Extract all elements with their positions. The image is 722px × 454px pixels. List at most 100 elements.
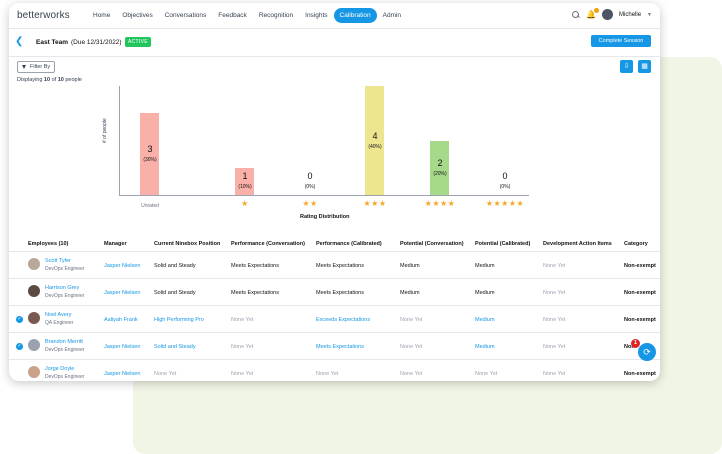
cell-pot-cal: Medium <box>475 317 495 323</box>
check-icon[interactable]: ✓ <box>16 316 23 323</box>
avatar <box>28 285 40 297</box>
employee-name[interactable]: Jorge Doyle <box>45 366 75 372</box>
nav-item-recognition[interactable]: Recognition <box>258 12 294 19</box>
table-row[interactable]: Harrison Grey DevOps Engineer Jasper Niels… <box>9 279 660 306</box>
y-axis <box>119 86 120 196</box>
cell-perf-cal: Meets Expectations <box>316 290 364 296</box>
back-icon[interactable]: ❮ <box>15 36 24 47</box>
employee-name[interactable]: Noel Avery <box>45 312 72 318</box>
display-mid: of <box>51 77 57 83</box>
session-header: ❮ East Team (Due 12/31/2022) ACTIVE Comp… <box>9 29 660 57</box>
display-shown: 10 <box>43 77 51 83</box>
cell-category: Non-exempt <box>624 290 656 296</box>
x-axis <box>119 195 529 196</box>
cell-pot-cal: Medium <box>475 344 495 350</box>
column-header-2[interactable]: Current Ninebox Position <box>154 241 221 247</box>
cell-manager[interactable]: Aaliyah Frank <box>104 317 138 323</box>
nav-item-calibration[interactable]: Calibration <box>333 8 377 23</box>
nav-item-conversations[interactable]: Conversations <box>164 12 207 19</box>
column-header-6[interactable]: Potential (Calibrated) <box>475 241 531 247</box>
nav-item-objectives[interactable]: Objectives <box>122 12 153 19</box>
cell-perf-conv: None Yet <box>231 317 254 323</box>
notification-dot <box>594 8 600 13</box>
cell-perf-cal: None Yet <box>316 371 339 377</box>
column-header-4[interactable]: Performance (Calibrated) <box>316 241 382 247</box>
cell-perf-conv: None Yet <box>231 344 254 350</box>
cell-ninebox: High Performing Pro <box>154 317 204 323</box>
column-header-3[interactable]: Performance (Conversation) <box>231 241 305 247</box>
cell-pot-conv: Medium <box>400 263 420 269</box>
app-window: betterworks Home Objectives Conversations F… <box>9 3 660 381</box>
column-header-0[interactable]: Employees (10) <box>28 241 69 247</box>
avatar[interactable] <box>602 9 614 20</box>
cell-perf-conv: Meets Expectations <box>231 263 279 269</box>
help-chat-button[interactable]: ⟳ <box>638 343 656 361</box>
grid-view-icon[interactable]: ▦ <box>638 60 651 73</box>
bar-count-0: 3 <box>147 144 153 155</box>
column-header-5[interactable]: Potential (Conversation) <box>400 241 464 247</box>
cell-dev: None Yet <box>543 344 566 350</box>
table-row[interactable]: ✓ Noel Avery QA Engineer Aaliyah Frank High … <box>9 306 660 333</box>
cell-dev: None Yet <box>543 290 566 296</box>
cell-perf-cal: Exceeds Expectations <box>316 317 371 323</box>
employee-name[interactable]: Harrison Grey <box>45 285 80 291</box>
logo: betterworks <box>17 10 70 21</box>
filter-button[interactable]: Filter By <box>17 61 56 73</box>
cell-category: Non-exempt <box>624 263 656 269</box>
chevron-down-icon[interactable]: ▼ <box>647 11 652 18</box>
cell-perf-cal: Meets Expectations <box>316 263 364 269</box>
user-name[interactable]: Michelle <box>619 11 642 18</box>
bar-percent-1: (10%) <box>238 184 252 191</box>
cell-category: Non- <box>624 344 637 350</box>
bar-3[interactable] <box>365 86 384 195</box>
column-header-8[interactable]: Category <box>624 241 648 247</box>
star-rating-4-icon: ★★★★ <box>424 199 456 208</box>
bar-0[interactable] <box>140 113 159 195</box>
download-icon[interactable]: ⇩ <box>620 60 633 73</box>
cell-pot-cal: Medium <box>475 263 495 269</box>
cell-perf-conv: Meets Expectations <box>231 290 279 296</box>
cell-ninebox: Solid and Steady <box>154 263 196 269</box>
cell-ninebox: Solid and Steady <box>154 344 196 350</box>
nav-item-feedback[interactable]: Feedback <box>218 12 247 19</box>
table-row[interactable]: Jorge Doyle DevOps Engineer Jasper Nielsen… <box>9 360 660 381</box>
employee-name[interactable]: Brandon Merritt <box>45 339 83 345</box>
bar-count-5: 0 <box>502 171 508 181</box>
cell-manager[interactable]: Jasper Nielsen <box>104 290 141 296</box>
search-icon[interactable] <box>572 10 580 19</box>
bar-percent-4: (20%) <box>433 170 447 177</box>
cell-perf-cal: Meets Expectations <box>316 344 364 350</box>
bar-4[interactable] <box>430 140 449 195</box>
category-label-unrated: Unrated <box>141 203 159 209</box>
filter-icon <box>22 64 27 70</box>
cell-pot-conv: None Yet <box>400 317 423 323</box>
column-header-7[interactable]: Development Action Items <box>543 241 612 247</box>
cell-pot-cal: None Yet <box>475 371 498 377</box>
cell-manager[interactable]: Jasper Nielsen <box>104 344 141 350</box>
bell-icon[interactable]: 🔔 <box>586 8 600 19</box>
nav-item-insights[interactable]: Insights <box>305 12 328 19</box>
avatar <box>28 258 40 270</box>
cell-manager[interactable]: Jasper Nielsen <box>104 371 141 377</box>
check-icon[interactable]: ✓ <box>16 343 23 350</box>
nav-item-admin[interactable]: Admin <box>382 12 402 19</box>
bar-count-1: 1 <box>242 171 248 182</box>
table-row[interactable]: Scott Tyler DevOps Engineer Jasper Nielsen… <box>9 252 660 279</box>
column-header-1[interactable]: Manager <box>104 241 127 247</box>
nav-item-home[interactable]: Home <box>93 12 111 19</box>
team-name: East Team <box>36 39 69 46</box>
employee-name[interactable]: Scott Tyler <box>45 258 71 264</box>
main-nav: Home Objectives Conversations Feedback Recog… <box>87 8 407 23</box>
employee-title: DevOps Engineer <box>45 347 85 353</box>
nav-right: 🔔 Michelle ▼ <box>572 8 652 20</box>
cell-pot-conv: None Yet <box>400 344 423 350</box>
bar-1[interactable] <box>235 167 254 195</box>
table-header: Employees (10) Manager Current Ninebox Pos… <box>9 235 660 252</box>
y-axis-label: # of people <box>102 118 108 143</box>
cell-manager[interactable]: Jasper Nielsen <box>104 263 141 269</box>
display-total: 10 <box>57 77 64 83</box>
complete-session-button[interactable]: Complete Session <box>591 35 651 47</box>
cell-dev: None Yet <box>543 263 566 269</box>
table-row[interactable]: ✓ Brandon Merritt DevOps Engineer Jasper Ni… <box>9 333 660 360</box>
cell-dev: None Yet <box>543 317 566 323</box>
